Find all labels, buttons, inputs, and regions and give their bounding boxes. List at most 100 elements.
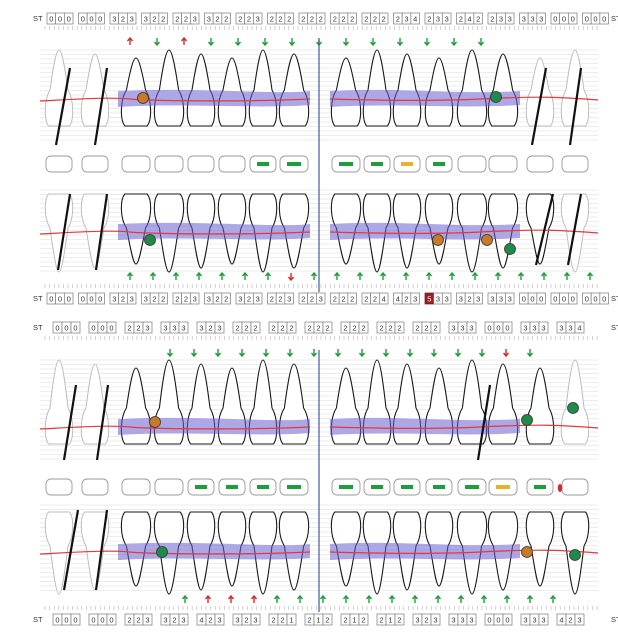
tooth[interactable] bbox=[186, 53, 216, 127]
measure-cell[interactable] bbox=[214, 613, 225, 626]
measure-cell[interactable] bbox=[574, 321, 585, 334]
measure-cell[interactable] bbox=[70, 613, 81, 626]
implant-marker[interactable] bbox=[490, 91, 502, 103]
implant-marker[interactable] bbox=[569, 549, 581, 561]
implant-marker[interactable] bbox=[521, 546, 533, 558]
measure-cell[interactable] bbox=[284, 12, 294, 25]
occlusal-surface[interactable] bbox=[561, 155, 589, 173]
measure-cell[interactable] bbox=[504, 12, 515, 25]
measure-cell[interactable] bbox=[347, 12, 357, 25]
measure-cell[interactable] bbox=[95, 12, 105, 25]
measure-cell[interactable] bbox=[358, 613, 369, 626]
measure-cell[interactable] bbox=[95, 292, 105, 305]
implant-marker[interactable] bbox=[521, 414, 533, 426]
measure-cell[interactable] bbox=[394, 321, 405, 334]
measure-cell[interactable] bbox=[284, 292, 294, 305]
measure-cell[interactable] bbox=[466, 613, 477, 626]
measure-cell[interactable] bbox=[158, 292, 168, 305]
measure-cell[interactable] bbox=[221, 292, 231, 305]
measure-cell[interactable] bbox=[410, 292, 420, 305]
tooth[interactable] bbox=[560, 49, 590, 127]
measure-cell[interactable] bbox=[536, 292, 546, 305]
measure-cell[interactable] bbox=[430, 321, 441, 334]
tooth[interactable] bbox=[278, 53, 310, 127]
occlusal-surface[interactable] bbox=[121, 155, 151, 173]
measure-cell[interactable] bbox=[70, 321, 81, 334]
measure-cell[interactable] bbox=[502, 321, 513, 334]
implant-marker[interactable] bbox=[567, 402, 579, 414]
occlusal-surface[interactable] bbox=[154, 155, 184, 173]
occlusal-surface[interactable] bbox=[526, 155, 554, 173]
measure-cell[interactable] bbox=[441, 292, 452, 305]
measure-cell[interactable] bbox=[286, 613, 297, 626]
tooth[interactable] bbox=[44, 359, 74, 445]
measure-cell[interactable] bbox=[252, 292, 263, 305]
measure-cell[interactable] bbox=[466, 321, 477, 334]
measure-cell[interactable] bbox=[358, 321, 369, 334]
measure-cell[interactable] bbox=[502, 613, 513, 626]
measure-cell[interactable] bbox=[286, 321, 297, 334]
measure-cell[interactable] bbox=[394, 613, 405, 626]
measure-cell[interactable] bbox=[599, 292, 609, 305]
measure-cell[interactable] bbox=[410, 12, 420, 25]
tooth[interactable] bbox=[153, 49, 185, 127]
measure-cell[interactable] bbox=[250, 321, 261, 334]
measure-cell[interactable] bbox=[250, 613, 261, 626]
measure-cell[interactable] bbox=[574, 613, 585, 626]
occlusal-surface[interactable] bbox=[561, 478, 589, 496]
measure-cell[interactable] bbox=[126, 292, 137, 305]
measure-cell[interactable] bbox=[347, 292, 357, 305]
tooth[interactable] bbox=[525, 193, 555, 265]
occlusal-surface[interactable] bbox=[457, 155, 487, 173]
implant-marker[interactable] bbox=[504, 243, 516, 255]
occlusal-surface[interactable] bbox=[121, 478, 151, 496]
measure-cell[interactable] bbox=[322, 321, 333, 334]
measure-cell[interactable] bbox=[473, 292, 483, 305]
measure-cell[interactable] bbox=[126, 12, 137, 25]
tooth[interactable] bbox=[525, 57, 555, 127]
measure-cell[interactable] bbox=[430, 613, 441, 626]
implant-marker[interactable] bbox=[432, 234, 444, 246]
implant-marker[interactable] bbox=[481, 234, 493, 246]
occlusal-surface[interactable] bbox=[81, 478, 109, 496]
measure-cell[interactable] bbox=[63, 292, 74, 305]
measure-cell[interactable] bbox=[63, 12, 74, 25]
measure-cell[interactable] bbox=[142, 321, 153, 334]
occlusal-surface[interactable] bbox=[218, 155, 246, 173]
occlusal-surface[interactable] bbox=[154, 478, 184, 496]
measure-cell[interactable] bbox=[214, 321, 225, 334]
tooth[interactable] bbox=[248, 49, 278, 127]
occlusal-surface[interactable] bbox=[187, 155, 215, 173]
measure-cell[interactable] bbox=[567, 292, 578, 305]
tooth[interactable] bbox=[392, 53, 422, 127]
measure-cell[interactable] bbox=[315, 12, 326, 25]
tooth[interactable] bbox=[44, 49, 74, 127]
measure-cell[interactable] bbox=[536, 12, 546, 25]
implant-marker[interactable] bbox=[156, 546, 168, 558]
occlusal-surface[interactable] bbox=[45, 155, 73, 173]
implant-marker[interactable] bbox=[144, 234, 156, 246]
implant-marker[interactable] bbox=[149, 416, 161, 428]
measure-cell[interactable] bbox=[378, 292, 389, 305]
tooth[interactable] bbox=[560, 193, 590, 273]
tooth[interactable] bbox=[525, 367, 555, 445]
measure-cell[interactable] bbox=[504, 292, 515, 305]
tooth[interactable] bbox=[456, 49, 488, 127]
measure-cell[interactable] bbox=[599, 12, 609, 25]
measure-cell[interactable] bbox=[158, 12, 168, 25]
measure-cell[interactable] bbox=[252, 12, 263, 25]
measure-cell[interactable] bbox=[378, 12, 389, 25]
measure-cell[interactable] bbox=[322, 613, 333, 626]
tooth[interactable] bbox=[362, 49, 392, 127]
measure-cell[interactable] bbox=[178, 613, 189, 626]
measure-cell[interactable] bbox=[106, 321, 117, 334]
measure-cell[interactable] bbox=[538, 613, 549, 626]
measure-cell[interactable] bbox=[106, 613, 117, 626]
measure-cell[interactable] bbox=[315, 292, 326, 305]
occlusal-surface[interactable] bbox=[488, 155, 518, 173]
occlusal-surface[interactable] bbox=[81, 155, 109, 173]
measure-cell[interactable] bbox=[441, 12, 452, 25]
measure-cell[interactable] bbox=[189, 292, 200, 305]
measure-cell[interactable] bbox=[142, 613, 153, 626]
measure-cell[interactable] bbox=[189, 12, 200, 25]
